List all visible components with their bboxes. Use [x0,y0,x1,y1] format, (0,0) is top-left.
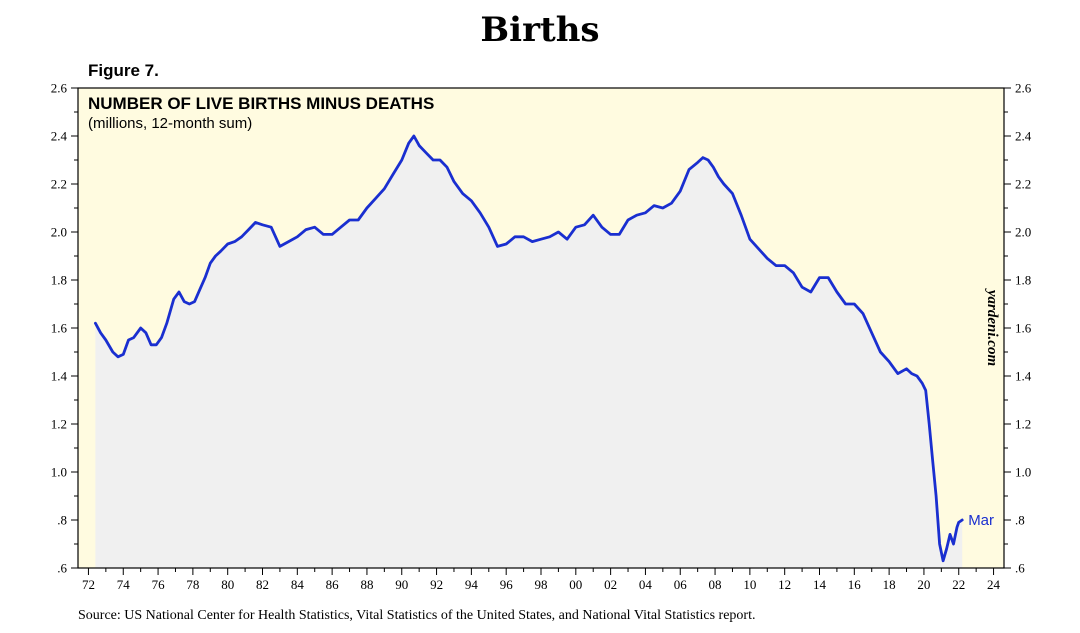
y-tick-label-left: .6 [57,561,67,576]
y-tick-label-right: 2.4 [1015,129,1032,144]
x-tick-label: 94 [465,577,479,592]
y-tick-label-right: 2.6 [1015,81,1032,96]
x-tick-label: 82 [256,577,269,592]
line-layer [94,134,964,563]
tick-layer [71,87,1011,575]
x-tick-label: 92 [430,577,443,592]
y-tick-label-right: 2.0 [1015,225,1031,240]
y-tick-label-right: 1.6 [1015,321,1032,336]
x-tick-label: 02 [604,577,617,592]
label-layer: .6 .6 .8 .8 1.0 1.0 1.2 1.2 1.4 1.4 1.6 1.6 1.8 1.8 2.… [51,81,1032,593]
x-tick-label: 12 [778,577,791,592]
y-tick-label-left: .8 [57,513,67,528]
x-tick-label: 00 [569,577,582,592]
x-tick-label: 78 [186,577,199,592]
y-tick-label-left: 2.0 [51,225,67,240]
watermark: yardeni.com [984,288,1000,366]
x-tick-label: 84 [291,577,305,592]
y-tick-label-left: 1.4 [51,369,68,384]
y-tick-label-left: 1.8 [51,273,67,288]
x-tick-label: 74 [117,577,131,592]
series-end-label: Mar [968,512,994,529]
page-title: Births [480,10,600,50]
x-tick-label: 18 [883,577,896,592]
figure-label: Figure 7. [88,61,159,80]
x-tick-label: 98 [535,577,548,592]
y-tick-label-left: 2.2 [51,177,67,192]
y-tick-label-left: 1.0 [51,465,67,480]
y-tick-label-left: 1.6 [51,321,68,336]
x-tick-label: 04 [639,577,653,592]
x-tick-label: 88 [360,577,373,592]
x-tick-label: 20 [917,577,930,592]
x-tick-label: 14 [813,577,827,592]
x-tick-label: 76 [152,577,166,592]
x-tick-label: 80 [221,577,234,592]
x-tick-label: 72 [82,577,95,592]
x-tick-label: 24 [987,577,1001,592]
x-tick-label: 16 [848,577,862,592]
chart-subtitle: (millions, 12-month sum) [88,115,252,132]
x-tick-label: 90 [395,577,408,592]
x-tick-label: 96 [500,577,514,592]
chart: .6 .6 .8 .8 1.0 1.0 1.2 1.2 1.4 1.4 1.6 1.6 1.8 1.8 2.… [51,81,1032,593]
x-tick-label: 86 [326,577,340,592]
y-tick-label-left: 2.4 [51,129,68,144]
x-tick-label: 10 [743,577,756,592]
y-tick-label-left: 1.2 [51,417,67,432]
x-tick-label: 22 [952,577,965,592]
y-tick-label-right: .6 [1015,561,1025,576]
y-tick-label-left: 2.6 [51,81,68,96]
chart-title: NUMBER OF LIVE BIRTHS MINUS DEATHS [88,94,434,113]
x-tick-label: 08 [709,577,722,592]
y-tick-label-right: 1.8 [1015,273,1031,288]
y-tick-label-right: 2.2 [1015,177,1031,192]
y-tick-label-right: .8 [1015,513,1025,528]
y-tick-label-right: 1.0 [1015,465,1031,480]
series-line [94,134,964,563]
y-tick-label-right: 1.2 [1015,417,1031,432]
y-tick-label-right: 1.4 [1015,369,1032,384]
series-area [95,136,963,568]
area-layer [95,136,963,568]
source-note: Source: US National Center for Health St… [78,608,756,623]
x-tick-label: 06 [674,577,688,592]
